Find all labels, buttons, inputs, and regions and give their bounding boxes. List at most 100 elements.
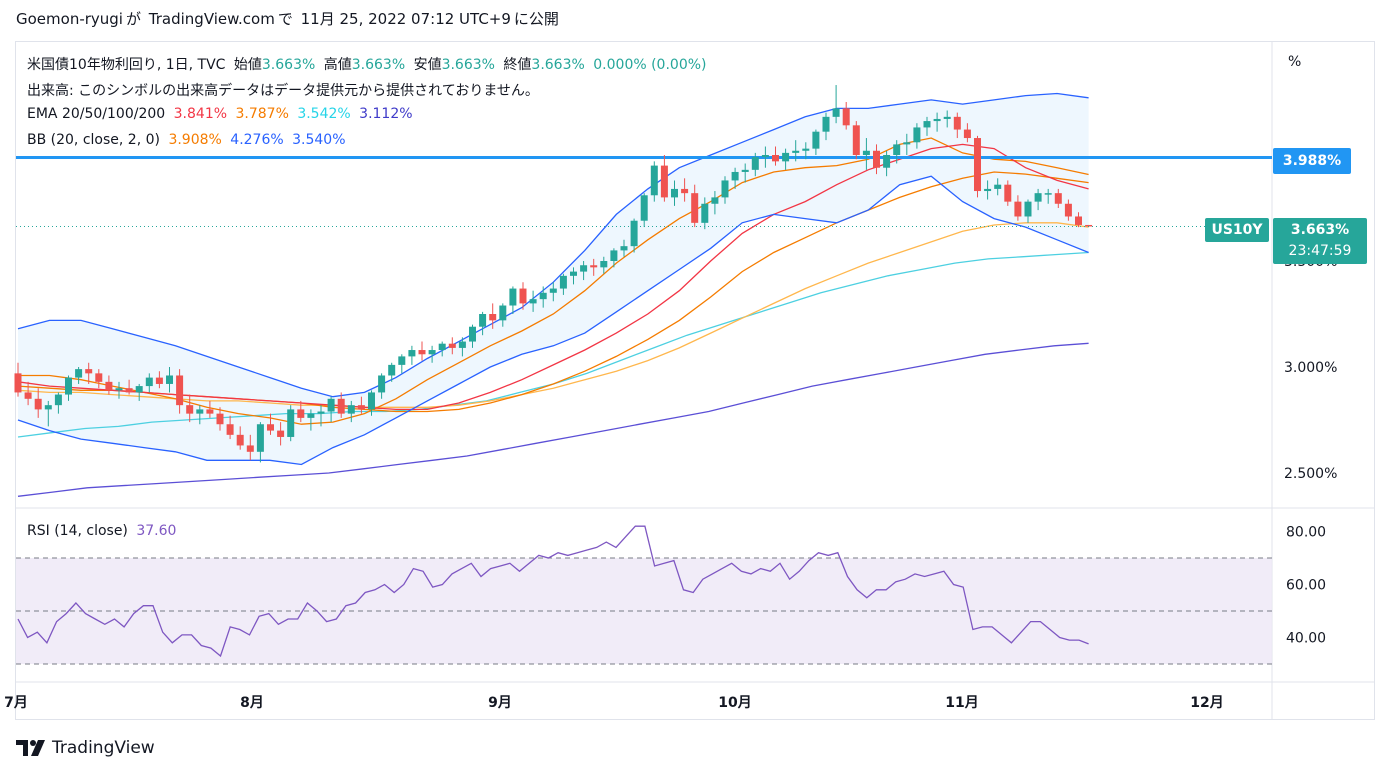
site-name[interactable]: TradingView.com — [148, 10, 275, 28]
candle — [610, 248, 618, 268]
candle-body — [1075, 216, 1082, 225]
candle-body — [630, 220, 638, 247]
candle — [256, 422, 264, 463]
high-label: 高値 — [323, 57, 352, 73]
candle — [529, 290, 537, 312]
candle — [570, 267, 577, 285]
candle-body — [873, 150, 880, 168]
candle-body — [1004, 184, 1012, 202]
candle-body — [923, 121, 931, 128]
high-value: 3.663% — [351, 57, 406, 73]
candle — [458, 337, 466, 357]
candle — [155, 371, 163, 389]
candle-body — [105, 381, 113, 391]
candle-body — [1034, 193, 1042, 202]
candle — [438, 341, 446, 357]
candle-body — [1085, 224, 1093, 227]
candle — [1054, 188, 1062, 208]
candle — [711, 191, 719, 215]
candle-body — [782, 152, 790, 162]
candle-body — [701, 203, 709, 223]
countdown-value: 23:47:59 — [1288, 243, 1352, 259]
candle-body — [580, 265, 588, 272]
low-value: 3.663% — [441, 57, 495, 73]
candle-body — [186, 405, 194, 414]
candle — [660, 155, 668, 202]
candle-body — [337, 398, 345, 414]
candle — [317, 405, 325, 427]
candle — [1034, 188, 1042, 211]
candle-body — [479, 314, 487, 327]
bb-legend[interactable]: BB (20, close, 2, 0) 3.908% 4.276% 3.540… — [27, 132, 350, 148]
ema20-value: 3.841% — [173, 106, 228, 122]
candle-body — [226, 424, 234, 435]
candle — [166, 367, 173, 393]
candle-body — [671, 188, 678, 198]
time-axis-label: 8月 — [240, 695, 264, 711]
candle — [479, 311, 487, 336]
candle-body — [1024, 201, 1032, 217]
candle — [246, 434, 254, 461]
candle — [428, 345, 436, 363]
tradingview-logo[interactable]: TradingView — [16, 738, 155, 758]
candle — [963, 123, 971, 143]
candle-body — [590, 265, 598, 268]
candle — [1044, 188, 1052, 204]
candle-body — [903, 142, 911, 145]
ema-legend[interactable]: EMA 20/50/100/200 3.841% 3.787% 3.542% 3… — [27, 106, 417, 122]
candle — [54, 392, 62, 414]
candle-body — [297, 409, 305, 418]
author-name[interactable]: Goemon-ryugi — [16, 10, 123, 28]
time-axis-label: 9月 — [488, 695, 512, 711]
rsi-line — [17, 525, 1089, 658]
candle — [297, 400, 305, 423]
candle-body — [206, 409, 214, 414]
candle-body — [489, 314, 497, 321]
candle-body — [681, 188, 689, 194]
candle — [125, 379, 133, 395]
time-axis-label: 10月 — [718, 695, 751, 711]
candle-body — [125, 388, 133, 393]
candle — [95, 369, 103, 389]
candle-body — [176, 375, 184, 406]
candle-body — [852, 125, 860, 155]
candle-body — [388, 364, 396, 376]
candle-body — [600, 261, 608, 268]
candle-body — [660, 165, 668, 198]
candle-body — [842, 108, 850, 126]
ema100-line — [17, 222, 1089, 408]
candle — [105, 375, 113, 395]
candle — [600, 256, 608, 274]
symbol-name: 米国債10年物利回り, 1日, TVC — [27, 57, 226, 73]
rsi-legend[interactable]: RSI (14, close) 37.60 — [27, 523, 180, 539]
candle-body — [438, 343, 446, 351]
bb-basis-value: 3.908% — [168, 132, 222, 148]
candle-body — [267, 424, 274, 431]
symbol-tag[interactable]: US10Y — [1205, 218, 1269, 242]
candle-body — [458, 341, 466, 348]
bb-lower-value: 3.540% — [292, 132, 346, 148]
candle — [448, 337, 456, 355]
last-price-tag[interactable]: 3.663% 23:47:59 — [1273, 218, 1367, 264]
candle-body — [772, 155, 779, 162]
candle-body — [640, 195, 648, 221]
candle-body — [85, 369, 93, 374]
candle-body — [307, 413, 315, 418]
hline-price-tag[interactable]: 3.988% — [1273, 148, 1351, 174]
candle — [883, 150, 891, 177]
candle — [216, 407, 224, 431]
candle-body — [529, 299, 537, 304]
candle-body — [1014, 201, 1022, 217]
candle-body — [428, 350, 436, 355]
candle-body — [277, 430, 285, 437]
candle — [1024, 199, 1032, 223]
candle-body — [327, 398, 335, 412]
candle — [267, 413, 274, 435]
candle-body — [287, 409, 295, 437]
candle — [852, 121, 860, 160]
close-label: 終値 — [503, 57, 532, 73]
publish-datetime: 11月 25, 2022 07:12 UTC+9 — [300, 10, 511, 28]
candle-body — [570, 271, 577, 276]
candle — [368, 390, 375, 416]
